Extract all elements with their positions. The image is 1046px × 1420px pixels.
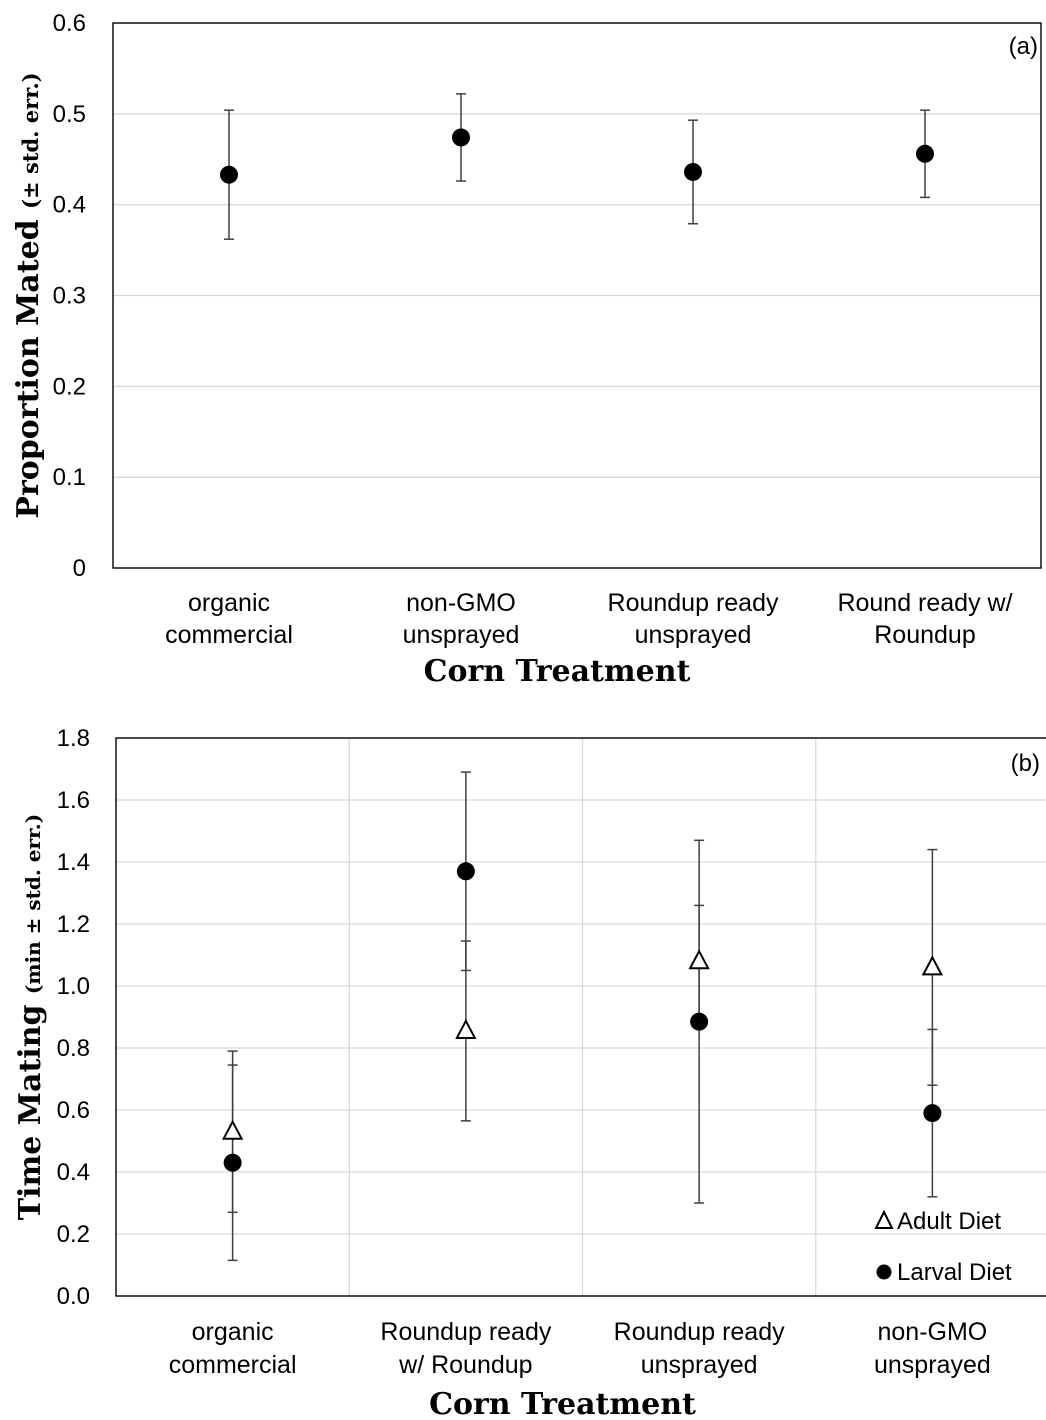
data-point <box>223 1153 242 1172</box>
y-tick-label: 0.2 <box>57 1221 90 1248</box>
plot-area-frame <box>115 737 1046 1297</box>
panel-label: (b) <box>1011 750 1040 777</box>
chart-panel-1: 0 0.1 0.2 0.3 0.4 0.5 0.6 organic commercial non-… <box>11 10 1042 689</box>
y-tick-label: 0.6 <box>53 10 86 37</box>
data-point <box>455 1018 477 1039</box>
x-axis-title: Corn Treatment <box>424 654 691 689</box>
x-category-label: non-GMO <box>877 1318 987 1346</box>
x-category-label: commercial <box>165 621 293 649</box>
x-category-label: unsprayed <box>641 1351 758 1379</box>
x-category-label: commercial <box>169 1351 297 1379</box>
legend-marker <box>874 1209 894 1229</box>
x-category-label: Roundup ready <box>614 1318 785 1346</box>
data-point <box>923 1104 942 1123</box>
data-point <box>221 1119 244 1140</box>
x-category-label: Round ready w/ <box>837 589 1012 617</box>
y-tick-label: 0.6 <box>57 1097 90 1124</box>
data-point <box>921 955 944 976</box>
y-axis-title: Proportion Mated (± std. err.) <box>11 72 46 518</box>
y-tick-label: 0.2 <box>53 373 86 400</box>
y-tick-label: 0.3 <box>53 283 86 310</box>
y-tick-label: 1.8 <box>57 725 90 752</box>
plot-area-frame <box>112 22 1042 569</box>
y-tick-label: 0 <box>73 555 86 582</box>
y-tick-label: 0.4 <box>57 1159 90 1186</box>
legend: Adult Diet Larval Diet <box>874 1208 1012 1286</box>
data-point <box>688 949 710 970</box>
y-axis-title-main: Time Mating <box>13 994 48 1220</box>
y-tick-label: 1.0 <box>57 973 90 1000</box>
panel-label: (a) <box>1009 33 1038 60</box>
data-point <box>452 128 470 147</box>
data-point <box>456 862 475 881</box>
x-category-label: w/ Roundup <box>398 1351 532 1379</box>
y-axis-title-main: Proportion Mated <box>11 209 46 519</box>
data-point <box>220 165 238 184</box>
x-category-label: unsprayed <box>874 1351 991 1379</box>
y-tick-label: 0.1 <box>53 464 86 491</box>
x-category-label: unsprayed <box>403 621 520 649</box>
x-axis-title: Corn Treatment <box>429 1387 696 1420</box>
y-tick-label: 0.5 <box>53 101 86 128</box>
chart-panel-2: 0.0 0.2 0.4 0.6 0.8 1.0 1.2 1.4 1.6 1.8 organic com… <box>13 725 1046 1420</box>
y-tick-label: 0.8 <box>57 1035 90 1062</box>
y-tick-label: 0.0 <box>57 1283 90 1310</box>
y-axis-title-sub: (± std. err.) <box>18 72 43 208</box>
y-axis-title: Time Mating (min ± std. err.) <box>13 814 48 1220</box>
y-tick-label: 1.4 <box>57 849 90 876</box>
y-tick-label: 1.6 <box>57 787 90 814</box>
x-category-label: non-GMO <box>406 589 516 617</box>
data-point <box>916 144 934 163</box>
legend-marker <box>876 1264 892 1280</box>
y-axis-title-sub: (min ± std. err.) <box>21 814 45 994</box>
legend-label: Adult Diet <box>897 1208 1001 1235</box>
x-category-label: Roundup ready <box>380 1318 551 1346</box>
x-category-label: organic <box>188 589 270 617</box>
x-category-label: Roundup <box>874 621 975 649</box>
x-category-label: organic <box>192 1318 274 1346</box>
y-tick-label: 1.2 <box>57 911 90 938</box>
x-category-label: unsprayed <box>635 621 752 649</box>
legend-label: Larval Diet <box>897 1259 1012 1286</box>
data-point <box>684 162 702 181</box>
y-tick-label: 0.4 <box>53 192 86 219</box>
x-category-label: Roundup ready <box>608 589 779 617</box>
data-point <box>690 1012 709 1031</box>
